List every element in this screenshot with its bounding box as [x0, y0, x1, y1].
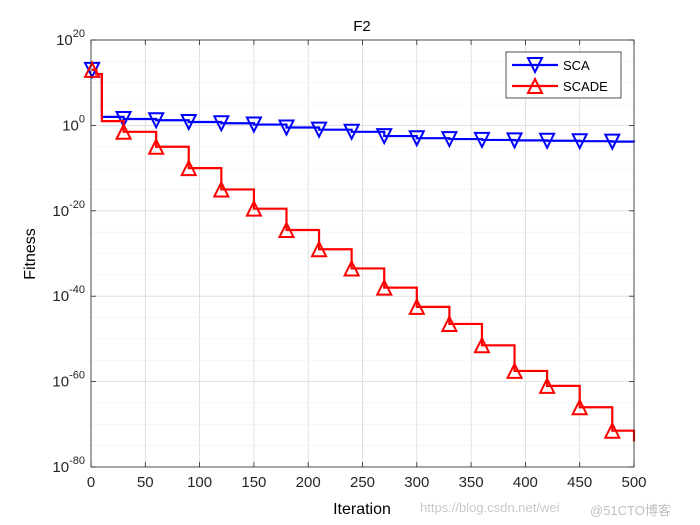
series-marker-sca [505, 132, 524, 150]
series-marker-scade [147, 137, 165, 155]
watermark-badge: @51CTO博客 [590, 503, 671, 518]
x-tick-label: 450 [567, 474, 592, 491]
legend-marker-scade [526, 76, 544, 94]
x-tick-label: 350 [459, 474, 484, 491]
x-tick-label: 100 [187, 474, 212, 491]
series-marker-scade [343, 259, 361, 277]
series-marker-scade [114, 122, 133, 140]
x-tick-label: 500 [621, 474, 646, 491]
x-tick-label: 400 [513, 474, 538, 491]
legend: SCA SCADE [505, 51, 622, 99]
series-marker-sca [277, 119, 296, 137]
y-axis-label: Fitness [22, 228, 39, 280]
series-marker-sca [571, 133, 589, 151]
series-marker-sca [538, 132, 556, 151]
series-marker-scade [310, 239, 328, 258]
series-marker-scade [180, 158, 198, 177]
legend-label-sca: SCA [563, 58, 590, 73]
series-line-sca [92, 68, 636, 143]
x-tick-label: 150 [241, 474, 266, 491]
series-marker-sca [180, 113, 198, 132]
series-marker-scade [603, 421, 621, 439]
watermark-url: https://blog.csdn.net/wei [420, 500, 560, 515]
series-group [83, 60, 636, 442]
series-marker-scade [408, 297, 426, 315]
x-tick-label: 200 [296, 474, 321, 491]
series-marker-scade [473, 336, 491, 354]
series-marker-scade [212, 180, 230, 198]
series-marker-scade [245, 199, 263, 217]
x-tick-label: 300 [404, 474, 429, 491]
x-axis-label: Iteration [333, 501, 391, 518]
series-marker-sca [310, 121, 328, 139]
legend-box [505, 51, 622, 99]
series-marker-sca [114, 110, 133, 129]
series-marker-sca [473, 131, 491, 150]
x-tick-label: 50 [137, 474, 154, 491]
series-marker-scade [375, 278, 393, 296]
series-marker-sca [440, 131, 458, 149]
series-marker-sca [147, 112, 165, 130]
x-tick-label: 0 [87, 474, 95, 491]
series-marker-scade [277, 220, 296, 239]
series-marker-sca [343, 123, 361, 142]
series-marker-scade [571, 397, 589, 416]
series-marker-sca [212, 115, 230, 133]
chart-title: F2 [353, 18, 371, 35]
x-tick-label: 250 [350, 474, 375, 491]
series-marker-scade [83, 60, 101, 78]
series-marker-sca [245, 116, 263, 134]
series-marker-scade [505, 361, 524, 379]
series-marker-sca [408, 130, 426, 148]
series-marker-scade [440, 314, 458, 332]
legend-label-scade: SCADE [563, 79, 608, 94]
series-marker-sca [375, 128, 393, 146]
legend-marker-sca [526, 57, 544, 75]
series-marker-scade [538, 376, 556, 394]
series-marker-sca [603, 133, 621, 151]
